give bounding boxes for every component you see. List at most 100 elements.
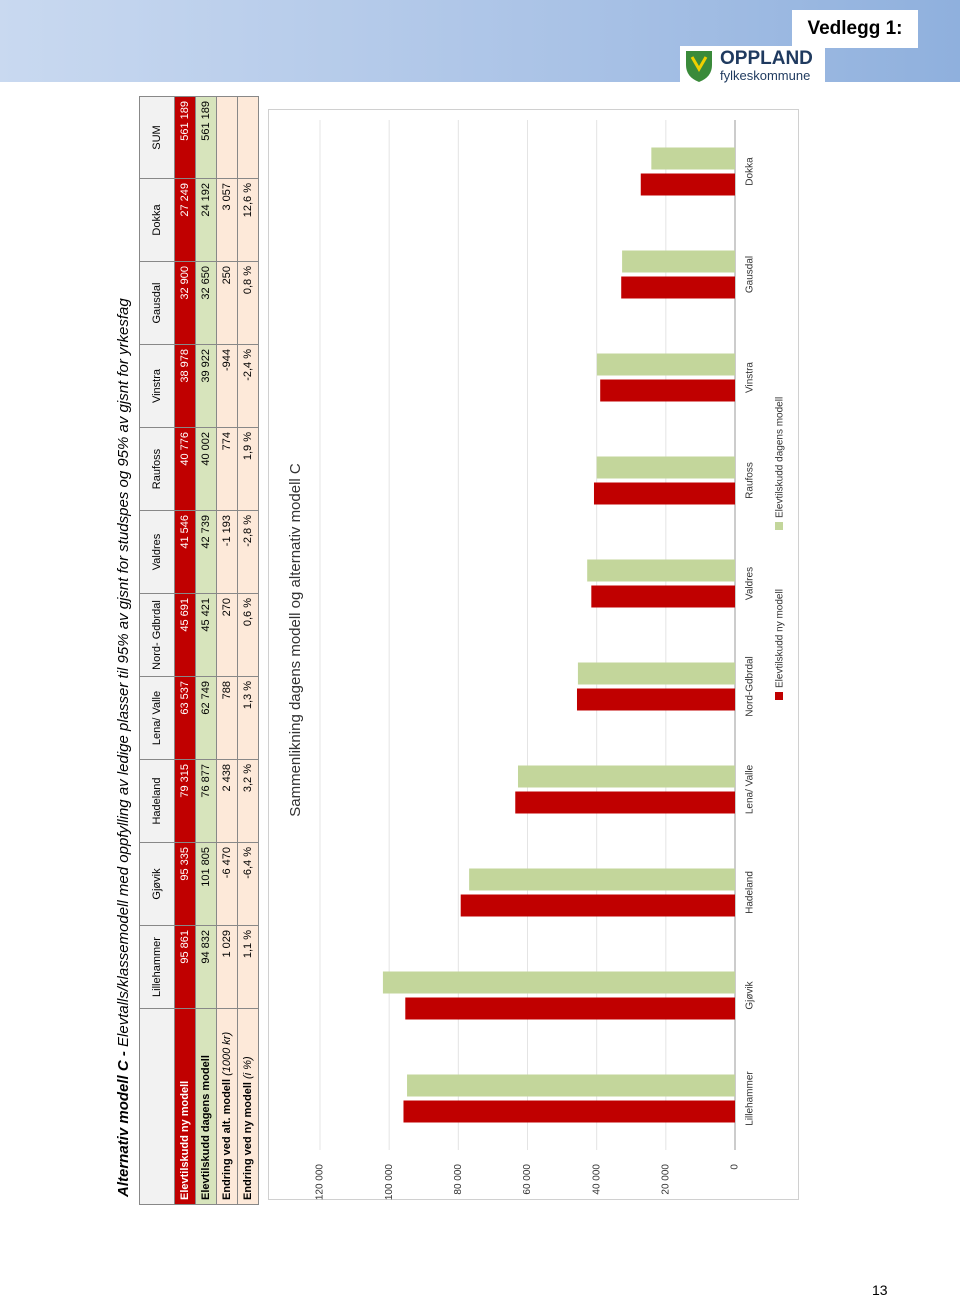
cell: 94 832 bbox=[195, 925, 217, 1009]
table: Lillehammer Gjøvik Hadeland Lena/ Valle Nord… bbox=[139, 96, 259, 1205]
cell: 32 650 bbox=[195, 261, 217, 345]
legend-label: Elevtilskudd ny modell bbox=[775, 589, 786, 688]
table-row: Endring ved alt. modell (1000 kr) 1 029 -6… bbox=[216, 96, 238, 1205]
cell: 0,6 % bbox=[237, 593, 259, 677]
y-tick-label: 60 000 bbox=[522, 1164, 533, 1195]
y-tick-label: 40 000 bbox=[591, 1164, 602, 1195]
x-tick-label: Vinstra bbox=[745, 362, 756, 393]
cell: -6,4 % bbox=[237, 842, 259, 926]
x-tick-label: Valdres bbox=[745, 567, 756, 600]
x-tick-label: Nord-Gdbrdal bbox=[745, 656, 756, 717]
y-tick-label: 120 000 bbox=[315, 1164, 326, 1200]
cell: 12,6 % bbox=[237, 178, 259, 262]
row-label-text: Elevtilskudd ny modell bbox=[179, 1080, 191, 1200]
logo: OPPLAND fylkeskommune bbox=[680, 46, 825, 86]
cell: 62 749 bbox=[195, 676, 217, 760]
cell: 45 691 bbox=[174, 593, 196, 677]
table-row: Elevtilskudd ny modell 95 861 95 335 79 315… bbox=[174, 96, 196, 1205]
cell: 39 922 bbox=[195, 344, 217, 428]
bar bbox=[469, 868, 736, 891]
cell: 45 421 bbox=[195, 593, 217, 677]
logo-shield bbox=[686, 51, 712, 82]
row-label: Endring ved alt. modell (1000 kr) bbox=[216, 1008, 238, 1205]
bar bbox=[407, 1074, 735, 1097]
y-tick-label: 20 000 bbox=[660, 1164, 671, 1195]
row-label: Elevtilskudd ny modell bbox=[174, 1008, 196, 1205]
legend-swatch bbox=[775, 692, 783, 700]
cell: 41 546 bbox=[174, 510, 196, 594]
org-name: OPPLAND bbox=[720, 48, 813, 69]
cell: 27 249 bbox=[174, 178, 196, 262]
x-tick-label: Lillehammer bbox=[745, 1071, 756, 1126]
chart-title: Sammenlikning dagens modell og alternati… bbox=[287, 463, 304, 817]
bar bbox=[593, 482, 735, 505]
column-header: Valdres bbox=[139, 510, 175, 594]
org-subname: fylkeskommune bbox=[720, 68, 811, 83]
cell: 63 537 bbox=[174, 676, 196, 760]
cell: 79 315 bbox=[174, 759, 196, 843]
cell: 76 877 bbox=[195, 759, 217, 843]
row-unit: (i %) bbox=[242, 1056, 254, 1079]
cell: 95 861 bbox=[174, 925, 196, 1009]
bar bbox=[596, 353, 735, 376]
cell: 40 002 bbox=[195, 427, 217, 511]
cell: -2,8 % bbox=[237, 510, 259, 594]
x-tick-label: Dokka bbox=[745, 157, 756, 186]
cell: 270 bbox=[216, 593, 238, 677]
table-row: Elevtilskudd dagens modell 94 832 101 805 7… bbox=[195, 96, 217, 1205]
column-header: Gjøvik bbox=[139, 842, 175, 926]
bar bbox=[622, 250, 735, 273]
column-header: SUM bbox=[139, 96, 175, 179]
bar bbox=[403, 1100, 735, 1123]
cell: -944 bbox=[216, 344, 238, 428]
cell: 788 bbox=[216, 676, 238, 760]
cell: 0,8 % bbox=[237, 261, 259, 345]
column-header: Dokka bbox=[139, 178, 175, 262]
cell: 561 189 bbox=[174, 96, 196, 179]
attachment-label: Vedlegg 1: bbox=[792, 10, 918, 48]
row-label-text: Endring ved alt. modell bbox=[221, 1078, 233, 1200]
x-tick-label: Gjøvik bbox=[745, 980, 756, 1009]
cell: 1 029 bbox=[216, 925, 238, 1009]
row-unit: (1000 kr) bbox=[221, 1031, 233, 1076]
cell: 1,1 % bbox=[237, 925, 259, 1009]
cell: 774 bbox=[216, 427, 238, 511]
bar bbox=[640, 173, 736, 196]
rotated-content: Alternativ modell C - Elevtalls/klassemo… bbox=[113, 95, 813, 1205]
column-header: Lillehammer bbox=[139, 925, 175, 1009]
y-tick-label: 80 000 bbox=[453, 1164, 464, 1195]
bar bbox=[382, 971, 735, 994]
cell: -6 470 bbox=[216, 842, 238, 926]
cell: 3 057 bbox=[216, 178, 238, 262]
cell-empty bbox=[237, 96, 259, 179]
cell: -1 193 bbox=[216, 510, 238, 594]
cell: 24 192 bbox=[195, 178, 217, 262]
x-tick-label: Raufoss bbox=[745, 462, 756, 499]
cell-empty bbox=[216, 96, 238, 179]
y-tick-label: 0 bbox=[730, 1164, 741, 1170]
bar bbox=[577, 662, 735, 685]
bar bbox=[517, 765, 735, 788]
x-tick-label: Gausdal bbox=[745, 256, 756, 293]
column-header: Vinstra bbox=[139, 344, 175, 428]
corner bbox=[139, 1008, 175, 1205]
column-header: Nord- Gdbrdal bbox=[139, 593, 175, 677]
chart-border bbox=[268, 109, 799, 1200]
x-tick-label: Hadeland bbox=[745, 871, 756, 914]
bar bbox=[621, 276, 735, 299]
title-bold: Alternativ modell C - bbox=[115, 1051, 132, 1197]
cell: 32 900 bbox=[174, 261, 196, 345]
table-row: Endring ved ny modell (i %) 1,1 % -6,4 % 3,… bbox=[237, 96, 259, 1205]
column-header: Gausdal bbox=[139, 261, 175, 345]
chart: Sammenlikning dagens modell og alternati… bbox=[268, 109, 799, 1200]
cell: 1,9 % bbox=[237, 427, 259, 511]
legend-swatch bbox=[775, 522, 783, 530]
row-label-text: Endring ved ny modell bbox=[242, 1082, 254, 1200]
title-rest: Elevtalls/klassemodell med oppfylling av… bbox=[115, 298, 132, 1047]
bar bbox=[651, 147, 735, 170]
x-tick-label: Lena/ Valle bbox=[745, 764, 756, 814]
cell: 1,3 % bbox=[237, 676, 259, 760]
table-title: Alternativ modell C - Elevtalls/klassemo… bbox=[115, 298, 132, 1197]
bar bbox=[591, 585, 735, 608]
cell: 2 438 bbox=[216, 759, 238, 843]
